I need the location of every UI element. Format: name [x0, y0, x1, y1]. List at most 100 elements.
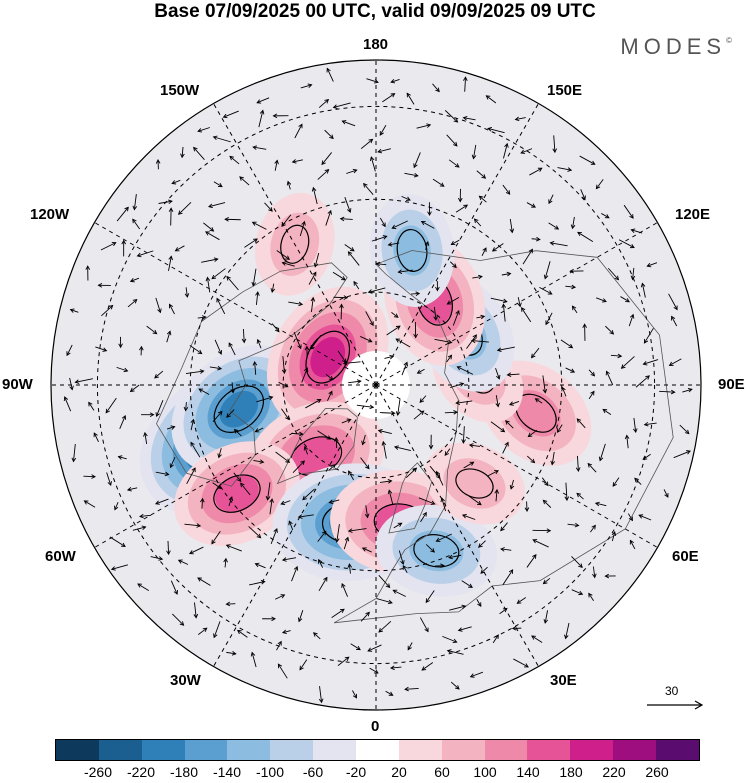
- wind-arrow-shaft: [150, 556, 163, 560]
- wind-arrow: [265, 482, 271, 501]
- wind-arrow-head: [373, 669, 379, 674]
- wind-arrow: [444, 410, 459, 415]
- wind-arrow: [291, 431, 304, 437]
- wind-arrow: [413, 152, 421, 169]
- wind-arrow-head: [646, 262, 652, 268]
- wind-arrow: [203, 222, 215, 232]
- wind-arrow-head: [281, 369, 287, 375]
- wind-arrow-head: [107, 481, 112, 487]
- wind-arrow: [344, 244, 355, 252]
- wind-arrow-head: [461, 604, 467, 610]
- wind-arrow: [587, 462, 597, 473]
- wind-arrow-head: [121, 542, 126, 547]
- wind-arrow-shaft: [251, 652, 257, 668]
- wind-arrow-shaft: [629, 540, 636, 550]
- wind-arrow: [440, 497, 447, 512]
- wind-arrow-shaft: [282, 356, 285, 374]
- wind-arrow: [366, 78, 379, 84]
- wind-arrow-shaft: [294, 124, 303, 139]
- wind-arrow-shaft: [348, 470, 354, 481]
- wind-arrow-shaft: [497, 346, 515, 351]
- wind-arrow-head: [108, 304, 114, 310]
- wind-arrow-shaft: [66, 344, 73, 356]
- wind-arrow: [200, 497, 205, 509]
- wind-arrow-shaft: [228, 496, 233, 507]
- contour-line: [280, 224, 310, 264]
- wind-arrow-shaft: [105, 397, 117, 414]
- wind-arrow: [556, 424, 563, 434]
- wind-arrow-head: [424, 627, 429, 633]
- wind-arrow-shaft: [274, 594, 285, 600]
- wind-arrow-head: [118, 343, 123, 349]
- wind-arrow-head: [226, 413, 231, 418]
- wind-arrow-head: [63, 396, 69, 402]
- wind-arrow-shaft: [208, 202, 226, 208]
- wind-arrow-shaft: [479, 195, 487, 203]
- wind-arrow-shaft: [360, 336, 372, 343]
- wind-arrow-shaft: [348, 251, 360, 266]
- wind-arrow: [503, 142, 509, 159]
- wind-arrow: [304, 345, 310, 358]
- wind-arrow-head: [311, 186, 317, 192]
- wind-arrow-shaft: [462, 426, 465, 443]
- wind-arrow-head: [381, 440, 387, 446]
- wind-arrow-shaft: [298, 610, 304, 622]
- wind-arrow-head: [85, 265, 91, 270]
- wind-arrow: [668, 293, 678, 311]
- wind-arrow-shaft: [269, 498, 273, 515]
- wind-arrow: [627, 513, 633, 522]
- wind-arrow-shaft: [144, 432, 148, 444]
- wind-arrow-head: [97, 283, 103, 288]
- wind-arrow-head: [524, 507, 530, 513]
- wind-arrow-shaft: [255, 563, 266, 569]
- wind-arrow-head: [367, 289, 373, 294]
- wind-arrow-shaft: [420, 512, 427, 523]
- wind-arrow-shaft: [571, 589, 583, 595]
- wind-arrow-shaft: [132, 218, 141, 230]
- wind-arrow: [456, 366, 474, 375]
- wind-arrow: [251, 221, 267, 230]
- wind-arrow-shaft: [360, 457, 370, 469]
- wind-arrow-head: [158, 556, 164, 561]
- wind-arrow-shaft: [194, 602, 197, 618]
- wind-arrow-head: [508, 401, 514, 406]
- wind-arrow-head: [209, 227, 215, 232]
- lon-label-30w: 30W: [170, 672, 201, 689]
- wind-arrow-shaft: [503, 143, 508, 159]
- wind-arrow-head: [304, 345, 310, 351]
- wind-arrow-shaft: [633, 417, 637, 433]
- wind-arrow-head: [74, 379, 80, 384]
- wind-arrow-shaft: [436, 471, 444, 486]
- wind-arrow-shaft: [356, 404, 374, 408]
- wind-arrow-head: [435, 286, 440, 292]
- wind-arrow-shaft: [449, 605, 466, 611]
- wind-arrow-head: [361, 440, 366, 446]
- wind-arrow-head: [640, 282, 646, 288]
- wind-arrow: [548, 194, 554, 205]
- wind-arrow-head: [288, 520, 293, 526]
- wind-arrow: [137, 583, 150, 591]
- wind-arrow: [69, 377, 74, 391]
- wind-arrow-head: [612, 482, 617, 487]
- wind-arrow-head: [189, 550, 194, 555]
- wind-arrow: [230, 382, 236, 394]
- wind-arrow-shaft: [348, 528, 367, 532]
- wind-arrow-head: [416, 369, 422, 374]
- wind-arrow: [308, 271, 317, 285]
- wind-arrow-shaft: [178, 201, 192, 215]
- wind-arrow-shaft: [444, 110, 458, 123]
- wind-arrow-shaft: [492, 634, 499, 644]
- wind-arrow-shaft: [644, 422, 657, 426]
- wind-arrow-head: [236, 629, 242, 635]
- wind-arrow-shaft: [490, 297, 507, 303]
- wind-arrow: [270, 283, 276, 293]
- wind-arrow: [500, 522, 508, 532]
- wind-arrow-shaft: [181, 146, 184, 158]
- wind-arrow-head: [250, 651, 256, 657]
- wind-arrow: [511, 626, 522, 631]
- wind-arrow-shaft: [464, 77, 466, 92]
- wind-arrow-shaft: [391, 311, 399, 318]
- wind-arrow: [407, 642, 413, 651]
- wind-arrow-shaft: [456, 400, 473, 404]
- wind-arrow-head: [604, 573, 610, 579]
